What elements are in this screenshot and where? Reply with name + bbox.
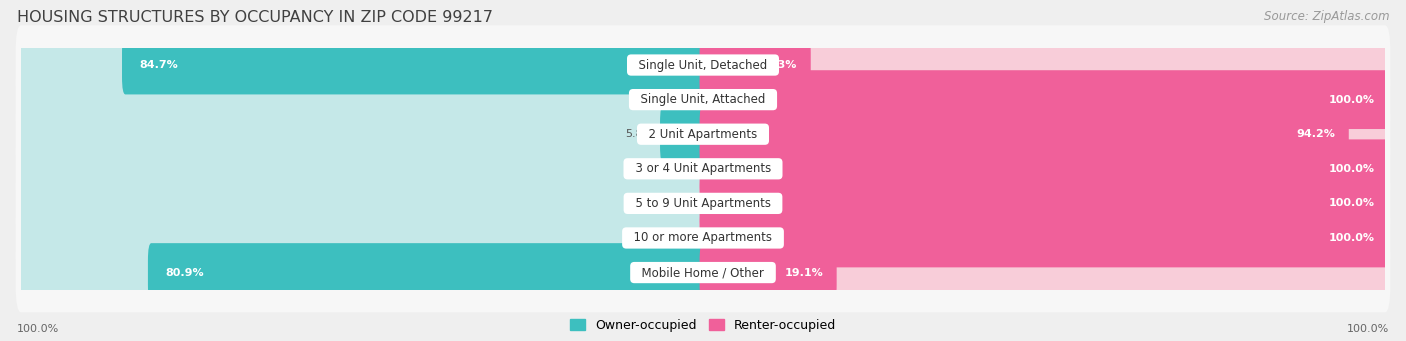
FancyBboxPatch shape (18, 139, 706, 198)
Text: 10 or more Apartments: 10 or more Apartments (626, 232, 780, 244)
Text: Single Unit, Detached: Single Unit, Detached (631, 59, 775, 72)
Text: 100.0%: 100.0% (1329, 164, 1375, 174)
Text: 80.9%: 80.9% (165, 268, 204, 278)
FancyBboxPatch shape (18, 105, 706, 164)
Text: 100.0%: 100.0% (1329, 198, 1375, 208)
Text: 0.0%: 0.0% (665, 94, 693, 105)
FancyBboxPatch shape (700, 70, 1388, 129)
FancyBboxPatch shape (18, 209, 706, 267)
FancyBboxPatch shape (700, 105, 1348, 164)
FancyBboxPatch shape (15, 129, 1391, 209)
FancyBboxPatch shape (15, 25, 1391, 105)
FancyBboxPatch shape (659, 105, 706, 164)
Text: 5 to 9 Unit Apartments: 5 to 9 Unit Apartments (627, 197, 779, 210)
FancyBboxPatch shape (700, 243, 1388, 302)
FancyBboxPatch shape (700, 70, 1388, 129)
Text: 19.1%: 19.1% (785, 268, 823, 278)
FancyBboxPatch shape (700, 174, 1388, 233)
Text: 100.0%: 100.0% (1329, 233, 1375, 243)
FancyBboxPatch shape (700, 139, 1388, 198)
FancyBboxPatch shape (148, 243, 706, 302)
Text: 3 or 4 Unit Apartments: 3 or 4 Unit Apartments (627, 162, 779, 175)
Text: 94.2%: 94.2% (1296, 129, 1336, 139)
FancyBboxPatch shape (700, 36, 1388, 94)
FancyBboxPatch shape (700, 139, 1388, 198)
FancyBboxPatch shape (15, 164, 1391, 243)
Text: 2 Unit Apartments: 2 Unit Apartments (641, 128, 765, 141)
FancyBboxPatch shape (15, 233, 1391, 312)
FancyBboxPatch shape (18, 36, 706, 94)
FancyBboxPatch shape (18, 70, 706, 129)
Text: 0.0%: 0.0% (665, 198, 693, 208)
FancyBboxPatch shape (15, 60, 1391, 139)
Text: 84.7%: 84.7% (139, 60, 177, 70)
Text: 100.0%: 100.0% (1329, 94, 1375, 105)
Text: 100.0%: 100.0% (17, 324, 59, 334)
Text: Single Unit, Attached: Single Unit, Attached (633, 93, 773, 106)
Legend: Owner-occupied, Renter-occupied: Owner-occupied, Renter-occupied (565, 314, 841, 337)
FancyBboxPatch shape (700, 209, 1388, 267)
Text: 15.3%: 15.3% (759, 60, 797, 70)
Text: Source: ZipAtlas.com: Source: ZipAtlas.com (1264, 10, 1389, 23)
FancyBboxPatch shape (15, 198, 1391, 278)
FancyBboxPatch shape (122, 36, 706, 94)
Text: Mobile Home / Other: Mobile Home / Other (634, 266, 772, 279)
FancyBboxPatch shape (700, 174, 1388, 233)
FancyBboxPatch shape (700, 36, 811, 94)
FancyBboxPatch shape (700, 243, 837, 302)
Text: 5.8%: 5.8% (624, 129, 654, 139)
FancyBboxPatch shape (15, 94, 1391, 174)
FancyBboxPatch shape (18, 174, 706, 233)
FancyBboxPatch shape (700, 209, 1388, 267)
Text: 0.0%: 0.0% (665, 233, 693, 243)
Text: 0.0%: 0.0% (665, 164, 693, 174)
FancyBboxPatch shape (18, 243, 706, 302)
Text: 100.0%: 100.0% (1347, 324, 1389, 334)
FancyBboxPatch shape (700, 105, 1388, 164)
Text: HOUSING STRUCTURES BY OCCUPANCY IN ZIP CODE 99217: HOUSING STRUCTURES BY OCCUPANCY IN ZIP C… (17, 10, 494, 25)
